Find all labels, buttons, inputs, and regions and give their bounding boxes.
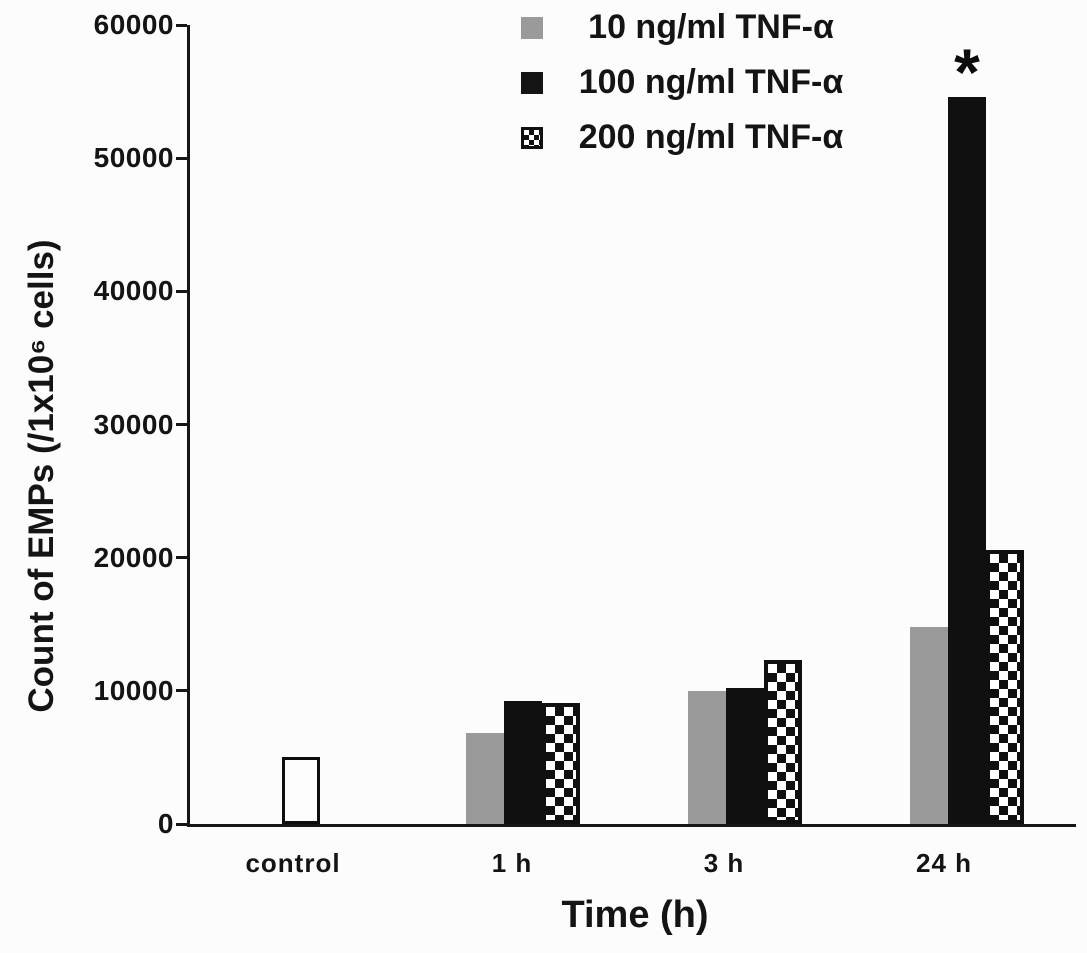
y-tick-label-40000: 40000 (93, 275, 174, 307)
legend-item-10-ng-ml-tnf: 10 ng/ml TNF-α (521, 0, 867, 55)
y-tick-label-30000: 30000 (93, 408, 174, 440)
legend: 10 ng/ml TNF-α 100 ng/ml TNF-α 200 ng/ml T… (521, 0, 867, 165)
y-tick-30000 (176, 423, 187, 426)
bar-24-h-100-ng-ml-tnf (948, 97, 986, 824)
y-tick-10000 (176, 689, 187, 693)
legend-item-200-ng-ml-tnf: 200 ng/ml TNF-α (521, 110, 867, 165)
legend-item-100-ng-ml-tnf: 100 ng/ml TNF-α (521, 55, 867, 110)
bar-1-h-100-ng-ml-tnf (504, 701, 542, 824)
y-tick-label-10000: 10000 (93, 674, 174, 706)
plot-area: * (176, 23, 1076, 827)
x-tick-label-24-h: 24 h (915, 848, 973, 878)
y-tick-60000 (176, 23, 187, 27)
bar-1-h-10-ng-ml-tnf (466, 733, 504, 824)
legend-swatch-checker-icon (521, 126, 543, 149)
y-tick-50000 (176, 156, 187, 160)
legend-label-100-ng-ml-tnf: 100 ng/ml TNF-α (578, 63, 844, 101)
x-tick-label-1-h: 1 h (491, 848, 533, 878)
bar-control-control (282, 757, 320, 824)
legend-swatch-gray-icon (521, 16, 543, 39)
y-tick-40000 (176, 289, 187, 293)
legend-swatch-black-icon (521, 71, 543, 94)
bar-3-h-200-ng-ml-tnf (764, 660, 802, 824)
y-tick-label-20000: 20000 (93, 541, 174, 573)
bar-24-h-200-ng-ml-tnf (986, 550, 1024, 824)
bar-3-h-10-ng-ml-tnf (688, 691, 726, 824)
y-tick-label-50000: 50000 (93, 142, 174, 174)
bar-24-h-10-ng-ml-tnf (910, 627, 948, 824)
x-axis-title: Time (h) (561, 894, 709, 936)
y-tick-20000 (176, 556, 187, 560)
bar-1-h-200-ng-ml-tnf (542, 703, 580, 824)
x-tick-label-3-h: 3 h (703, 848, 745, 878)
legend-label-10-ng-ml-tnf: 10 ng/ml TNF-α (588, 8, 834, 46)
bar-3-h-100-ng-ml-tnf (726, 688, 764, 824)
y-tick-label-0: 0 (157, 808, 174, 839)
y-tick-label-60000: 60000 (93, 9, 174, 40)
legend-label-200-ng-ml-tnf: 200 ng/ml TNF-α (578, 118, 844, 156)
significance-asterisk: * (954, 35, 980, 109)
y-tick-0 (176, 822, 187, 826)
x-tick-label-control: control (245, 848, 341, 878)
